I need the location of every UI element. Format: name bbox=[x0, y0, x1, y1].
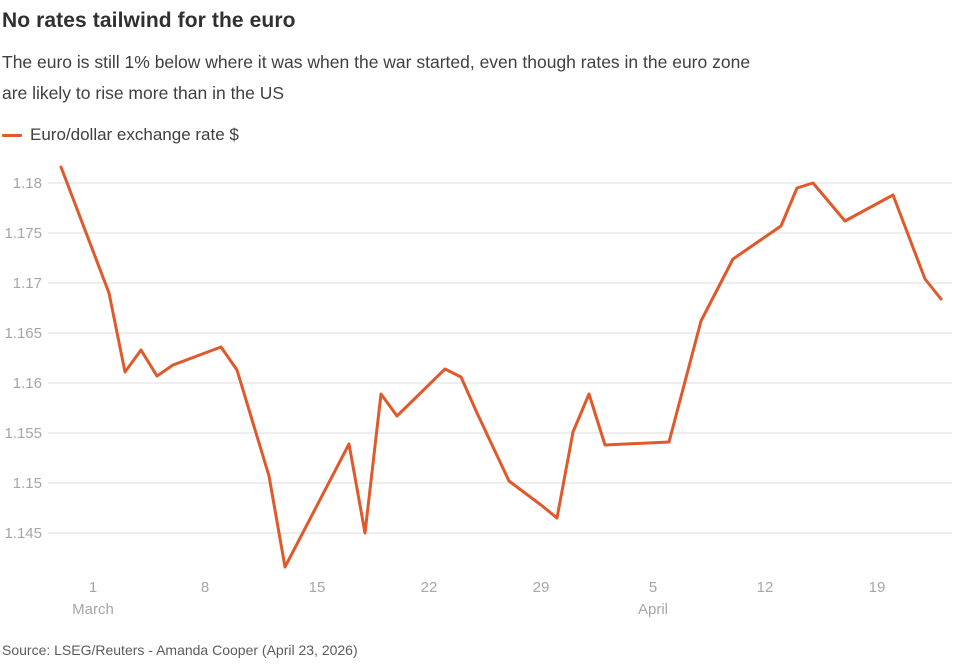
legend-line-swatch-icon bbox=[2, 133, 22, 137]
chart-subtitle-line1: The euro is still 1% below where it was … bbox=[2, 52, 751, 72]
x-axis-tick-label: 22 bbox=[421, 579, 438, 596]
y-axis-tick-label: 1.165 bbox=[4, 325, 42, 342]
x-axis-tick-label: 12 bbox=[757, 579, 774, 596]
y-axis-tick-label: 1.155 bbox=[4, 425, 42, 442]
x-axis-tick-label: 29 bbox=[533, 579, 550, 596]
x-axis-tick-label: 5 bbox=[649, 579, 657, 596]
y-axis-tick-label: 1.145 bbox=[4, 525, 42, 542]
source-attribution: Source: LSEG/Reuters - Amanda Cooper (Ap… bbox=[2, 642, 358, 658]
x-axis-month-label: April bbox=[638, 601, 668, 618]
y-axis-tick-label: 1.17 bbox=[13, 275, 42, 292]
y-axis-tick-label: 1.16 bbox=[13, 375, 42, 392]
series-line-euro-dollar bbox=[59, 165, 943, 569]
legend: Euro/dollar exchange rate $ bbox=[2, 124, 956, 146]
y-axis-tick-label: 1.175 bbox=[4, 225, 42, 242]
x-axis-tick-label: 8 bbox=[201, 579, 209, 596]
x-axis-month-label: March bbox=[72, 601, 114, 618]
chart-subtitle-line2: are likely to rise more than in the US bbox=[2, 83, 285, 103]
x-axis-tick-label: 1 bbox=[89, 579, 97, 596]
y-axis-tick-label: 1.18 bbox=[13, 175, 42, 192]
page-title: No rates tailwind for the euro bbox=[2, 9, 296, 32]
y-axis-tick-label: 1.15 bbox=[13, 475, 42, 492]
chart-subtitle: The euro is still 1% below where it was … bbox=[2, 47, 952, 109]
x-axis-tick-label: 19 bbox=[869, 579, 886, 596]
exchange-rate-line-chart: 1.145 1.15 1.155 1.16 1.165 1.17 1.175 1.18 1 Mar… bbox=[4, 165, 952, 618]
legend-label: Euro/dollar exchange rate $ bbox=[30, 125, 239, 144]
x-axis-tick-label: 15 bbox=[309, 579, 326, 596]
